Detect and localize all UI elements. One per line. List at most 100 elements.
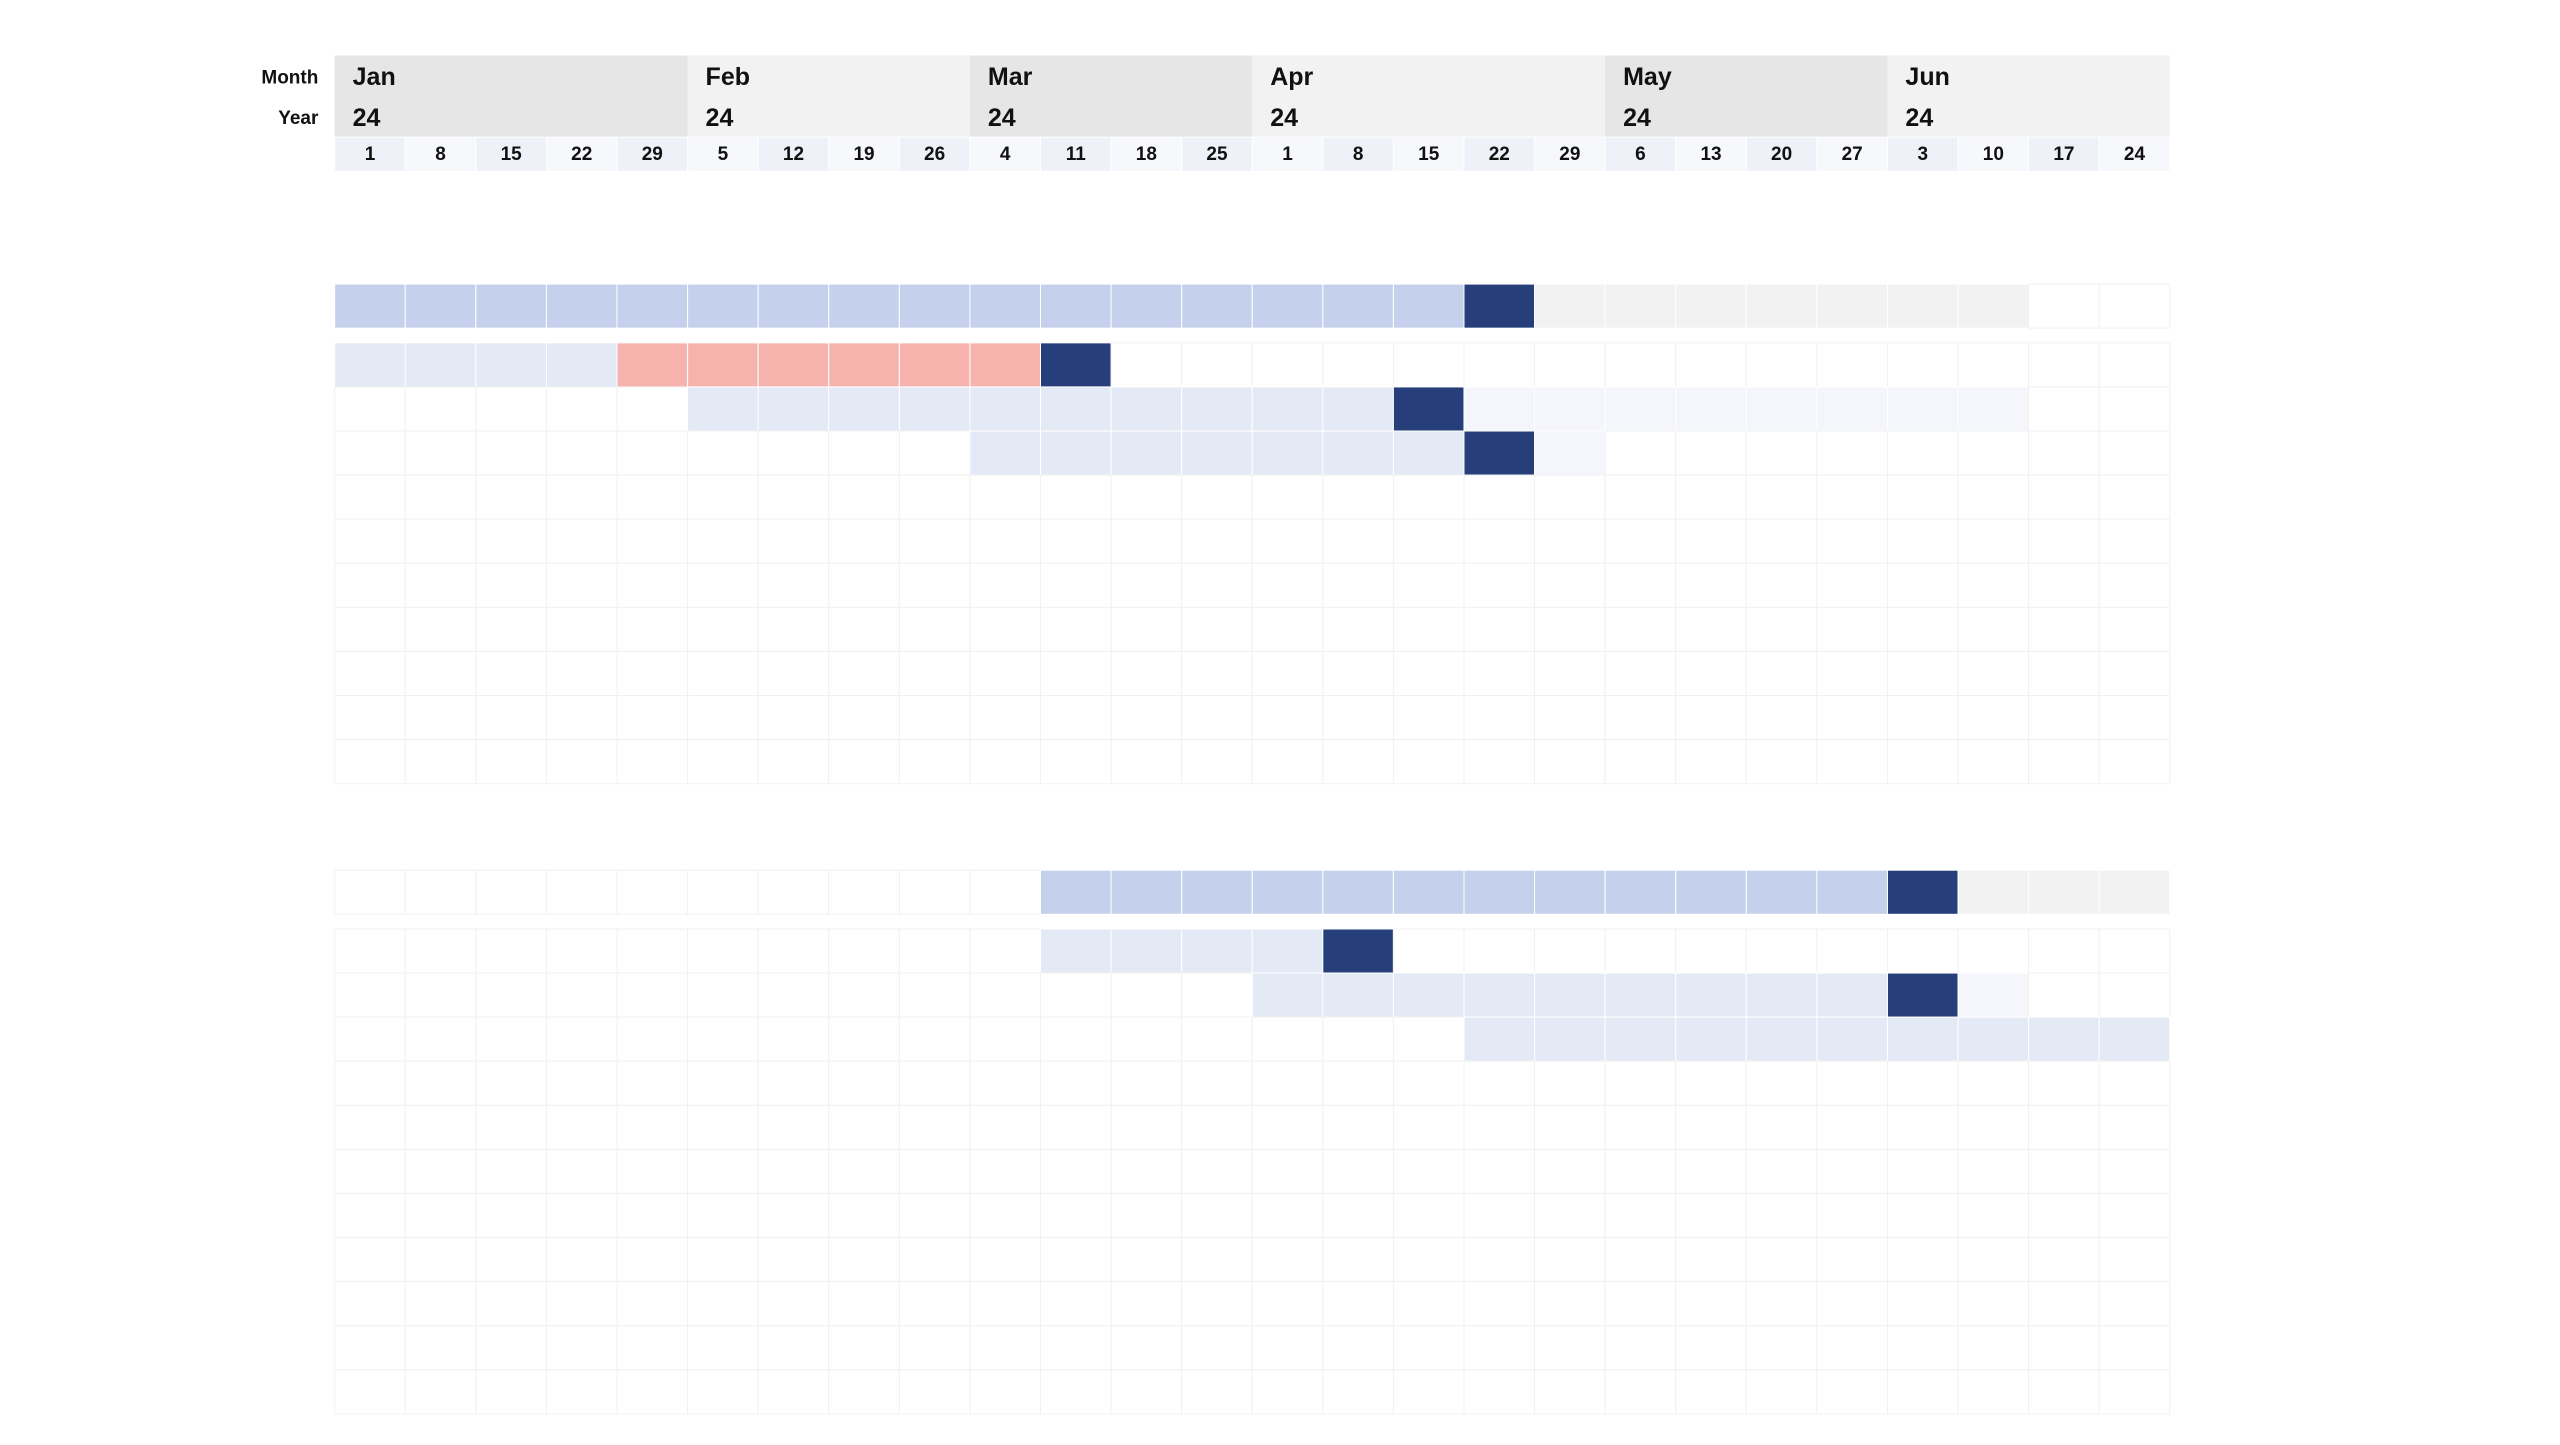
grid-cell	[2028, 972, 2100, 1018]
week-cell	[757, 136, 830, 172]
grid-cell	[1604, 606, 1677, 652]
grid-cell	[1463, 1237, 1536, 1283]
grid-cell	[1675, 1060, 1747, 1106]
grid-cell	[1110, 1369, 1183, 1415]
grid-cell	[687, 1325, 759, 1371]
grid-cell	[898, 1148, 971, 1194]
task-cell	[1957, 869, 2030, 915]
task-cell	[545, 283, 618, 329]
grid-cell	[1886, 1060, 1959, 1106]
week-day: 11	[1066, 144, 1087, 165]
grid-cell	[334, 650, 406, 697]
grid-cell	[1463, 342, 1536, 388]
grid-cell	[757, 1016, 830, 1062]
grid-cell	[1957, 928, 2030, 974]
grid-cell	[1534, 928, 1606, 974]
grid-cell	[1675, 739, 1747, 785]
grid-cell	[828, 1325, 900, 1371]
week-day: 10	[1983, 144, 2004, 165]
grid-cell	[1745, 562, 1818, 608]
grid-cell	[1251, 1016, 1324, 1062]
task-cell	[1322, 283, 1394, 329]
grid-cell	[545, 739, 618, 785]
grid-cell	[2028, 1192, 2100, 1239]
task-cell	[1392, 869, 1465, 915]
grid-cell	[475, 606, 547, 652]
grid-cell	[2098, 650, 2171, 697]
grid-cell	[1110, 1104, 1183, 1150]
grid-cell	[1040, 1192, 1112, 1239]
grid-cell	[687, 1016, 759, 1062]
grid-cell	[1181, 1104, 1253, 1150]
grid-cell	[1816, 606, 1888, 652]
grid-cell	[969, 518, 1042, 564]
grid-cell	[404, 1325, 477, 1371]
grid-cell	[616, 430, 689, 476]
grid-cell	[1040, 1281, 1112, 1327]
grid-cell	[1745, 928, 1818, 974]
grid-cell	[1040, 518, 1112, 564]
grid-cell	[545, 518, 618, 564]
grid-cell	[898, 1104, 971, 1150]
grid-cell	[2028, 474, 2100, 520]
task-cell	[1322, 386, 1394, 432]
task-cell	[1110, 430, 1183, 476]
grid-cell	[1322, 739, 1394, 785]
grid-cell	[757, 518, 830, 564]
grid-cell	[1604, 342, 1677, 388]
grid-cell	[1675, 342, 1747, 388]
grid-cell	[1181, 739, 1253, 785]
grid-cell	[1251, 695, 1324, 741]
grid-cell	[1181, 1281, 1253, 1327]
task-cell	[1251, 283, 1324, 329]
grid-cell	[334, 430, 406, 476]
task-cell	[969, 386, 1042, 432]
grid-cell	[1392, 1369, 1465, 1415]
grid-cell	[1463, 562, 1536, 608]
grid-cell	[757, 972, 830, 1018]
grid-cell	[898, 695, 971, 741]
grid-cell	[1251, 1192, 1324, 1239]
week-day: 13	[1700, 144, 1721, 165]
grid-cell	[1816, 1281, 1888, 1327]
grid-cell	[1251, 1148, 1324, 1194]
task-cell	[616, 342, 689, 388]
grid-cell	[687, 1281, 759, 1327]
grid-cell	[1322, 1369, 1394, 1415]
grid-cell	[616, 1281, 689, 1327]
grid-cell	[898, 430, 971, 476]
task-cell	[1957, 283, 2030, 329]
grid-cell	[2028, 1104, 2100, 1150]
task-cell	[1675, 1016, 1747, 1062]
grid-cell	[1463, 1060, 1536, 1106]
grid-cell	[475, 1237, 547, 1283]
grid-cell	[545, 1016, 618, 1062]
task-cell	[828, 386, 900, 432]
grid-cell	[2028, 1281, 2100, 1327]
task-cell	[1181, 386, 1253, 432]
task-cell	[334, 283, 406, 329]
task-cell	[475, 283, 547, 329]
grid-cell	[1886, 739, 1959, 785]
grid-cell	[1110, 695, 1183, 741]
grid-cell	[1745, 342, 1818, 388]
task-cell	[898, 342, 971, 388]
grid-cell	[687, 928, 759, 974]
grid-cell	[1886, 1148, 1959, 1194]
task-cell	[1886, 1016, 1959, 1062]
grid-cell	[616, 1104, 689, 1150]
task-cell	[1675, 869, 1747, 915]
grid-cell	[2028, 283, 2100, 329]
grid-cell	[1392, 1016, 1465, 1062]
week-day: 3	[1917, 144, 1928, 165]
grid-cell	[1110, 739, 1183, 785]
task-cell	[1886, 869, 1959, 915]
task-cell	[969, 342, 1042, 388]
week-cell	[828, 136, 900, 172]
grid-cell	[1604, 695, 1677, 741]
grid-cell	[1181, 1325, 1253, 1371]
week-day: 24	[2124, 144, 2146, 165]
task-cell	[1604, 386, 1677, 432]
task-cell	[1110, 283, 1183, 329]
year-label: 24	[706, 104, 734, 132]
